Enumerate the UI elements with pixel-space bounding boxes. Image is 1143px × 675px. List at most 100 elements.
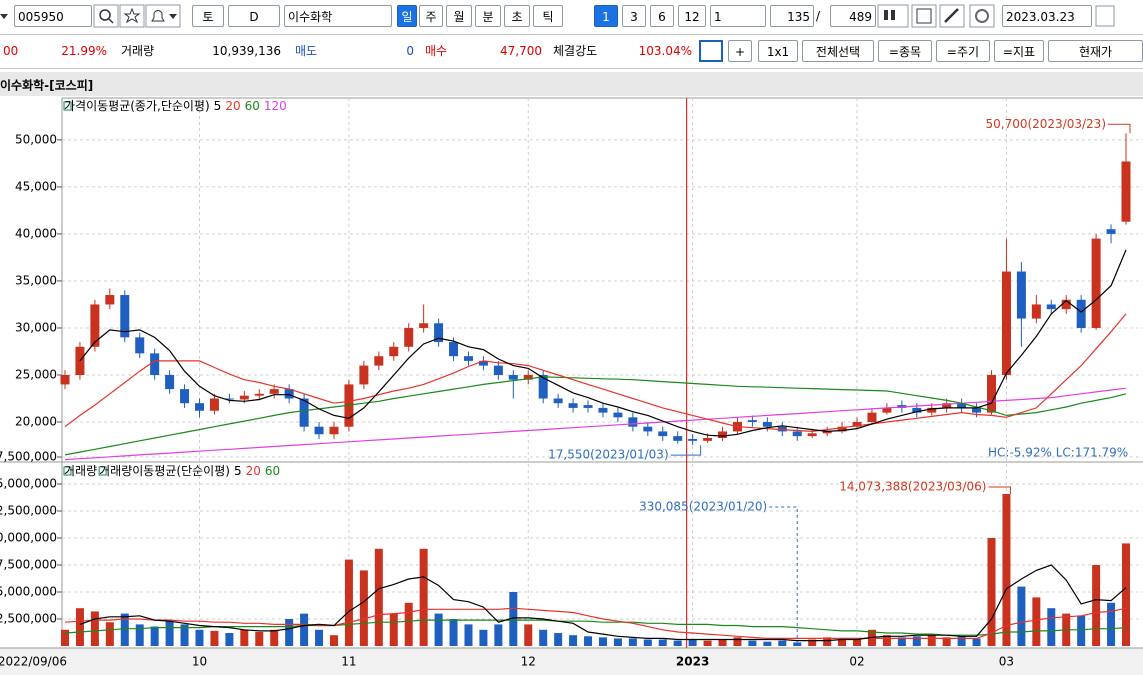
interval-button[interactable]: 6 xyxy=(650,5,674,27)
ma-line xyxy=(64,387,1127,461)
y-tick-label: 25,000 xyxy=(15,367,57,381)
dropdown-icon xyxy=(0,14,8,19)
menu-button[interactable]: 토 xyxy=(192,5,224,27)
volume-bar xyxy=(853,639,862,646)
candle-body xyxy=(209,398,219,411)
interval-button[interactable]: 1 xyxy=(594,5,618,27)
period-button[interactable]: 일 xyxy=(397,5,417,27)
y-tick-label: 17,500,000 xyxy=(0,450,57,464)
volume-bar xyxy=(1047,608,1056,646)
candle-body xyxy=(972,407,982,413)
ask: 0 xyxy=(406,44,414,58)
volume-ma-line xyxy=(64,607,1127,639)
candle-body xyxy=(493,365,503,375)
volume-bar xyxy=(763,641,772,646)
strength-label: 체결강도 xyxy=(553,44,598,58)
candle-body xyxy=(822,431,832,434)
grid xyxy=(0,72,1143,675)
count-unit[interactable]: 1 xyxy=(710,5,766,27)
volume-bar xyxy=(240,629,249,646)
bid: 47,700 xyxy=(500,44,542,58)
y-tick-label: 2,500,000 xyxy=(0,612,57,626)
candle-body xyxy=(359,365,369,385)
volume-bar xyxy=(569,635,578,646)
period-button[interactable]: 주 xyxy=(419,5,443,27)
candle-body xyxy=(747,420,757,423)
period-button[interactable]: 틱 xyxy=(533,5,563,27)
legend: 거래량 xyxy=(64,464,97,478)
color-checkbox[interactable] xyxy=(699,40,723,62)
volume-bar xyxy=(404,602,413,646)
candle-body xyxy=(463,356,473,361)
search-button[interactable] xyxy=(93,4,119,28)
candle-body xyxy=(673,436,683,441)
volume-bar xyxy=(673,640,682,646)
x-axis-band xyxy=(0,648,1143,675)
info-button[interactable]: =주기 xyxy=(936,40,990,62)
volume-bar xyxy=(344,559,353,646)
volume-bar xyxy=(972,638,981,646)
checkbox[interactable] xyxy=(1095,5,1115,27)
candle-body xyxy=(1061,299,1071,310)
info-button[interactable]: 1x1 xyxy=(758,40,798,62)
y-tick-label: 7,500,000 xyxy=(0,558,57,572)
candle-body xyxy=(568,403,578,408)
volume-bar xyxy=(658,639,667,646)
change-rate: 21.99% xyxy=(61,44,107,58)
legend-entry: 5 xyxy=(234,464,242,478)
info-button[interactable]: + xyxy=(728,40,752,62)
marks xyxy=(60,133,1131,646)
period-button[interactable]: 초 xyxy=(504,5,530,27)
view-button[interactable]: D xyxy=(228,5,280,27)
info-button[interactable]: =지표 xyxy=(994,40,1044,62)
gear-icon xyxy=(975,9,989,23)
volume-bar xyxy=(1077,615,1086,646)
date[interactable]: 2023.03.23 xyxy=(1002,5,1092,27)
title-bar xyxy=(0,72,1143,96)
candle-body xyxy=(613,412,623,418)
strength: 103.04% xyxy=(638,44,692,58)
legend-entry: 5 xyxy=(214,99,222,113)
volume-bar xyxy=(449,619,458,646)
volume-bar xyxy=(180,624,189,646)
info-button[interactable]: =종목 xyxy=(878,40,932,62)
volume-bar xyxy=(210,630,219,646)
candle-body xyxy=(284,389,294,399)
candle-body xyxy=(718,431,728,439)
info-button[interactable]: 전체선택 xyxy=(802,40,874,62)
candle-icon xyxy=(884,10,888,20)
candle-body xyxy=(165,374,175,390)
info-button[interactable]: 현재가 xyxy=(1048,40,1143,62)
candle-body xyxy=(807,433,817,437)
stock-name[interactable]: 이수화학 xyxy=(284,5,392,27)
volume-bar xyxy=(643,639,652,646)
ma-line xyxy=(79,249,1127,437)
stock-code[interactable]: 005950 xyxy=(14,5,92,27)
volume-bar xyxy=(838,638,847,646)
save-button[interactable] xyxy=(911,4,937,28)
favorite-button[interactable] xyxy=(119,4,145,28)
period-button[interactable]: 분 xyxy=(475,5,501,27)
volume-bar xyxy=(359,570,368,646)
x-tick-label: 12 xyxy=(521,655,536,669)
interval-button[interactable]: 12 xyxy=(678,5,706,27)
candle-body xyxy=(1016,271,1026,319)
volume-bar xyxy=(808,639,817,646)
volume-bar xyxy=(942,637,951,646)
volume-bar xyxy=(1107,602,1116,646)
interval-button[interactable]: 3 xyxy=(622,5,646,27)
candle-body xyxy=(1121,161,1131,222)
period-button[interactable]: 월 xyxy=(446,5,472,27)
volume-bar xyxy=(703,640,712,646)
bell-icon xyxy=(151,10,165,22)
volume-bar xyxy=(90,611,99,646)
volume-bar xyxy=(778,640,787,646)
candle-body xyxy=(1046,304,1056,310)
volume-bar xyxy=(628,638,637,646)
candle-body xyxy=(508,374,518,380)
settings-button[interactable] xyxy=(969,4,995,28)
count[interactable]: 135 xyxy=(770,5,814,27)
y-tick-label: 10,000,000 xyxy=(0,531,57,545)
volume-bar xyxy=(584,636,593,646)
volume-bar xyxy=(1122,543,1130,646)
